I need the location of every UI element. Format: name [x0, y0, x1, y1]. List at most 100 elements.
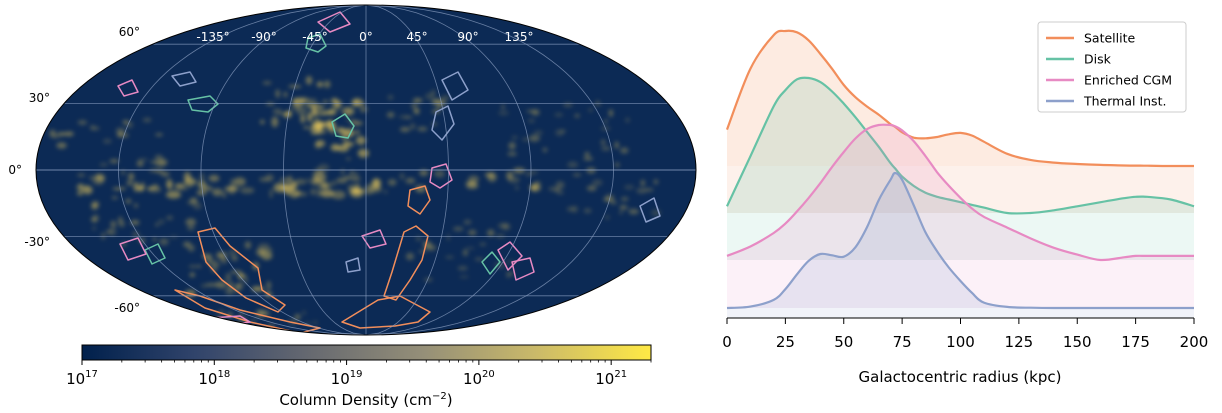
cloud-patch — [417, 126, 428, 132]
cloud-patch — [507, 151, 517, 156]
cloud-patch — [555, 181, 565, 190]
contour-region — [305, 33, 327, 53]
cloud-patch — [89, 176, 94, 180]
cloud-patch — [102, 138, 112, 144]
cloud-patch — [600, 139, 606, 146]
cloud-patch — [109, 159, 119, 164]
longitude-gridline — [365, 5, 532, 335]
cloud-patch — [237, 323, 244, 329]
colorbar-label-exponent: −2 — [432, 391, 447, 402]
cloud-patch — [310, 188, 316, 196]
ridge-line — [726, 171, 1194, 310]
cloud-patch — [357, 148, 369, 158]
cloud-patch — [159, 238, 169, 246]
ridge-band — [727, 166, 1194, 213]
cloud-patch — [434, 170, 445, 178]
cloud-patch — [300, 114, 306, 124]
cloud-patch — [620, 147, 629, 154]
lon-label-m45: -45° — [302, 30, 328, 44]
cloud-patch — [625, 117, 630, 123]
cloud-patch — [487, 229, 495, 237]
cloud-patch — [322, 182, 332, 189]
contour-region — [317, 11, 351, 33]
contour-region — [171, 71, 197, 87]
cloud-patch — [304, 322, 311, 325]
lon-label-45: 45° — [406, 30, 427, 44]
cloud-patch — [166, 215, 174, 220]
cloud-patch — [305, 75, 313, 85]
cloud-patch — [225, 286, 235, 296]
cloud-patch — [329, 106, 341, 111]
cloud-patch — [92, 225, 96, 231]
cloud-patch — [474, 257, 484, 261]
cloud-patch — [99, 162, 108, 167]
cloud-patch — [316, 81, 324, 88]
cloud-patch — [355, 183, 360, 188]
cloud-patch — [303, 126, 310, 129]
cloud-patch — [415, 236, 422, 242]
ridge-band — [727, 308, 1194, 318]
x-tick-label: 175 — [1121, 333, 1150, 351]
contour-region — [341, 295, 431, 329]
legend-label: Disk — [1084, 52, 1112, 67]
cloud-patch — [126, 180, 133, 186]
cloud-patch — [572, 173, 582, 177]
cloud-patch — [356, 129, 360, 135]
contour-region — [119, 237, 147, 261]
cloud-patch — [462, 249, 468, 257]
x-axis-label: Galactocentric radius (kpc) — [859, 368, 1062, 386]
cloud-patch — [314, 103, 319, 107]
colorbar-tick-label: 1020 — [463, 369, 495, 388]
latitude-labels: 60° 30° 0° -30° -60° — [8, 25, 140, 315]
cloud-patch — [206, 259, 218, 266]
cloud-patch — [112, 187, 127, 191]
cloud-patch — [155, 161, 159, 167]
cloud-patch — [146, 186, 155, 190]
sky-map-outline — [35, 4, 697, 336]
cloud-patch — [410, 123, 416, 130]
cloud-patch — [592, 179, 603, 187]
colorbar-tick-label: 1017 — [66, 369, 98, 388]
ridgeline-chart: 0 25 50 75 100 125 150 175 200 Galactocentric ra… — [722, 21, 1208, 386]
cloud-patch — [498, 110, 509, 116]
cloud-patch — [567, 161, 579, 168]
cloud-patch — [479, 243, 487, 246]
cloud-patch — [109, 227, 117, 236]
cloud-patch — [306, 178, 310, 183]
lat-label-0: 0° — [8, 163, 22, 177]
cloud-patch — [315, 139, 326, 148]
cloud-patch — [259, 250, 267, 253]
cloud-patch — [285, 188, 296, 192]
cloud-patch — [158, 158, 168, 166]
cloud-patch — [294, 178, 307, 185]
x-tick-label: 125 — [1005, 333, 1034, 351]
cloud-patch — [289, 190, 300, 198]
cloud-patch — [465, 247, 475, 250]
contour-region — [441, 71, 469, 101]
cloud-patch — [130, 219, 140, 226]
cloud-patch — [347, 110, 351, 114]
cloud-patch — [331, 190, 346, 200]
colorbar-tick-label: 1019 — [331, 369, 363, 388]
cloud-patch — [211, 264, 218, 273]
cloud-patch — [513, 167, 526, 174]
cloud-patch — [511, 135, 518, 140]
cloud-patch — [445, 255, 455, 259]
lat-label-60: 60° — [119, 25, 140, 39]
cloud-patch — [437, 103, 441, 111]
cloud-patch — [266, 312, 271, 316]
cloud-patch — [423, 277, 433, 282]
cloud-patch — [76, 191, 84, 196]
cloud-patch — [235, 284, 240, 288]
cloud-patch — [226, 322, 231, 326]
cloud-patch — [122, 120, 129, 124]
contour-region — [144, 243, 166, 265]
cloud-patch — [228, 185, 236, 195]
sky-map: 60° 30° 0° -30° -60° -135° -90° -45° 0° … — [8, 4, 697, 336]
legend-items: Satellite Disk Enriched CGM Thermal Inst. — [1046, 31, 1172, 109]
cloud-patch — [506, 271, 510, 278]
cloud-patch — [111, 196, 118, 200]
longitude-labels: -135° -90° -45° 0° 45° 90° 135° — [196, 30, 533, 44]
lon-label-0: 0° — [359, 30, 373, 44]
